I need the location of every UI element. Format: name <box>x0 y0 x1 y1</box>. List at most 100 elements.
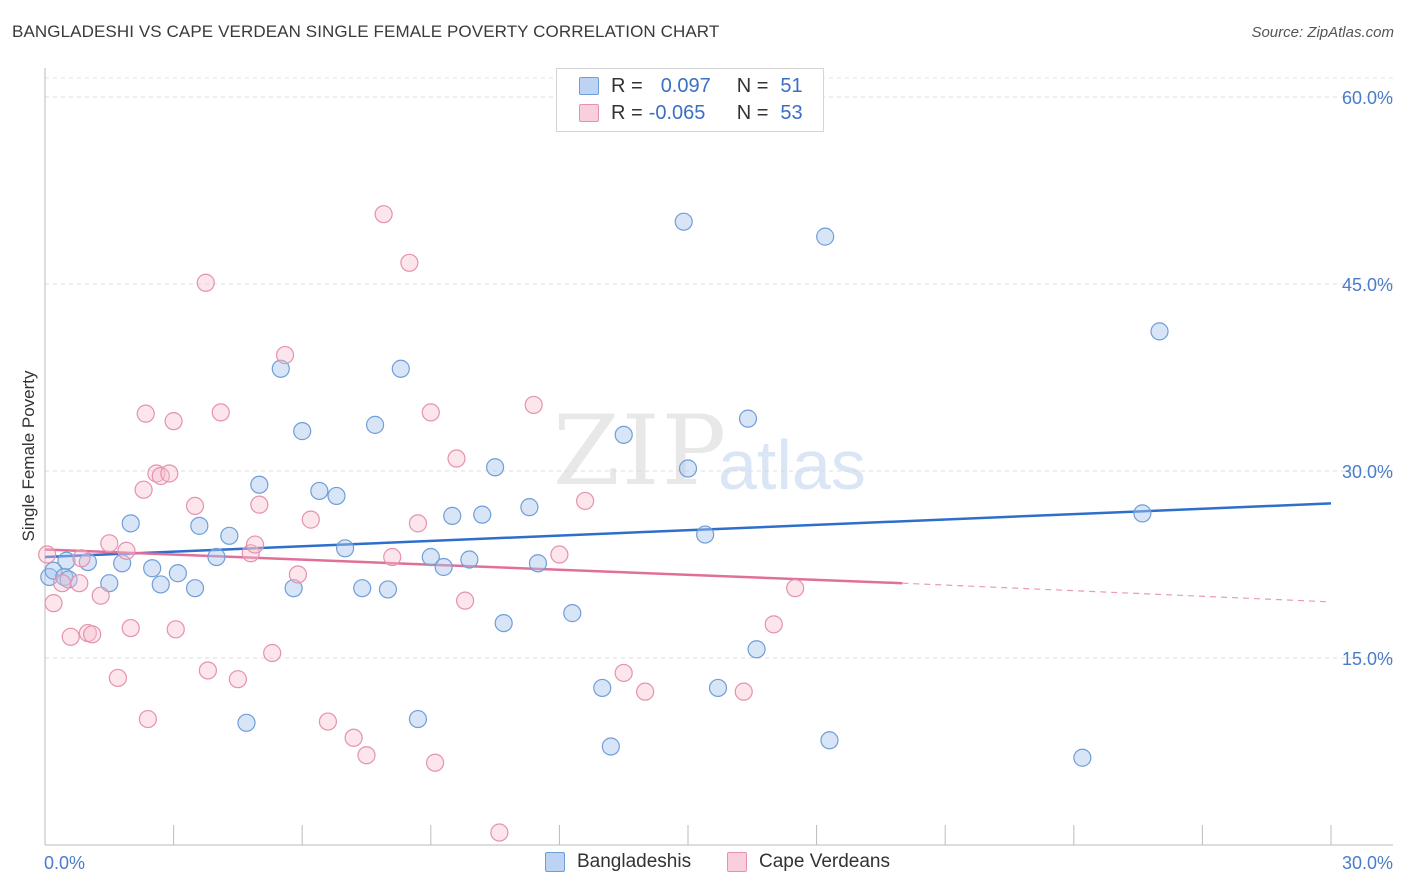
y-tick-label: 30.0% <box>1342 462 1393 482</box>
cape-verdean-point <box>72 549 91 568</box>
cape-verdean-point <box>38 545 57 564</box>
cape-verdean-point <box>425 753 445 772</box>
cape-verdean-point <box>576 491 595 511</box>
cape-verdean-point <box>100 534 119 553</box>
bangladeshi-trend-line <box>44 502 1332 559</box>
cape-verdean-point <box>53 574 72 593</box>
bangladeshi-point <box>365 415 385 434</box>
cape-verdean-point <box>636 682 655 701</box>
cape-verdean-point <box>160 464 179 483</box>
cape-verdean-point <box>734 682 753 701</box>
watermark-atlas: atlas <box>718 426 866 504</box>
y-tick-label: 60.0% <box>1342 88 1393 108</box>
cape-verdean-point <box>301 510 320 529</box>
bangladeshi-point <box>250 475 269 494</box>
cape-verdean-point <box>764 615 783 634</box>
source-label: Source: ZipAtlas.com <box>1251 24 1394 41</box>
legend-row-cape-verdeans: R = -0.065 N = 53 <box>579 100 803 126</box>
cape-verdean-point <box>61 627 80 646</box>
bangladeshi-point <box>460 550 479 569</box>
bangladeshi-point <box>143 559 162 578</box>
axes <box>44 68 1393 846</box>
bangladeshi-point <box>678 459 698 478</box>
cape-verdean-point <box>263 643 282 663</box>
cape-verdean-point <box>421 403 440 422</box>
legend-swatch-blue <box>579 77 599 95</box>
bangladeshi-point <box>185 579 205 598</box>
bangladeshi-point <box>747 640 766 659</box>
cape-verdean-point <box>288 565 308 584</box>
cape-verdean-point <box>524 395 543 415</box>
bangladeshi-point <box>121 514 140 533</box>
cape-verdean-point <box>614 663 633 683</box>
grid-lines <box>45 77 1393 659</box>
bangladeshi-point <box>57 551 76 570</box>
bangladeshi-point <box>601 737 620 756</box>
bangladeshi-point <box>674 212 693 231</box>
y-tick-label: 45.0% <box>1342 275 1393 295</box>
cape-verdean-point <box>250 495 269 514</box>
bangladeshi-point <box>151 575 170 594</box>
cape-verdean-point <box>241 544 260 563</box>
cape-verdean-point <box>134 480 153 499</box>
bangladeshi-point <box>708 678 728 698</box>
bangladeshi-point <box>44 561 63 580</box>
bangladeshi-point <box>378 580 398 599</box>
bangladeshi-point <box>1073 748 1092 767</box>
cape-verdean-point <box>228 670 247 689</box>
bangladeshi-point <box>434 557 453 577</box>
bangladeshi-point <box>335 539 355 558</box>
bangladeshi-point <box>816 227 835 246</box>
bangladeshi-point <box>310 481 329 501</box>
cape-verdean-point <box>357 746 376 765</box>
bangladeshi-point <box>190 516 209 535</box>
bangladeshi-point <box>820 731 839 750</box>
bangladeshi-point <box>293 422 312 441</box>
bottom-legend-swatch-blue <box>545 852 565 872</box>
bangladeshi-point <box>696 525 715 544</box>
cape-verdean-point <box>138 709 157 729</box>
cape-verdean-point <box>166 620 185 639</box>
legend-n-label: N = <box>736 101 769 124</box>
bangladeshi-point <box>237 713 256 732</box>
bottom-legend-label: Cape Verdeans <box>759 851 890 872</box>
bangladeshi-point <box>486 458 505 477</box>
tick-labels: 15.0% 30.0% 45.0% 60.0% 0.0% 30.0% Single Fema… <box>19 88 1393 873</box>
legend-row-bangladeshis: R = 0.097 N = 51 <box>579 73 803 99</box>
cape-verdean-point <box>400 253 419 272</box>
bangladeshi-point <box>391 359 410 378</box>
cape-verdean-point <box>383 547 402 567</box>
bangladeshi-point <box>100 574 119 593</box>
cape-verdean-point <box>455 591 475 610</box>
cape-verdean-point <box>117 541 136 560</box>
cape-verdean-point <box>108 668 127 688</box>
cape-verdean-point <box>550 545 569 564</box>
bangladeshi-point <box>614 425 633 444</box>
bangladeshi-point <box>271 359 290 378</box>
cape-verdean-point <box>185 496 205 516</box>
cape-verdean-point <box>196 273 215 292</box>
cape-verdean-point <box>70 574 89 593</box>
bangladeshi-point <box>168 564 187 583</box>
cape-verdean-point <box>83 625 102 644</box>
bangladeshi-point <box>1133 504 1152 523</box>
cape-verdean-point <box>121 618 140 638</box>
legend-r-value: -0.065 <box>648 101 706 124</box>
legend-n-value: 53 <box>780 101 803 124</box>
cape-verdean-point <box>318 712 338 731</box>
legend-r-value: 0.097 <box>660 74 711 97</box>
bangladeshi-point <box>408 709 428 729</box>
bangladeshi-point <box>473 505 492 524</box>
cape-verdean-point <box>164 412 183 431</box>
bottom-legend-bangladeshis: Bangladeshis <box>545 851 691 873</box>
bottom-legend-label: Bangladeshis <box>577 851 692 872</box>
bangladeshi-point <box>220 526 239 545</box>
y-axis-title: Single Female Poverty <box>19 370 38 542</box>
y-tick-label: 15.0% <box>1342 649 1393 669</box>
cape-verdean-point <box>490 823 509 842</box>
cape-verdean-point <box>786 579 805 598</box>
cape-verdean-point <box>198 661 217 680</box>
legend-r-label: R = <box>611 74 643 97</box>
bangladeshi-point <box>353 579 372 598</box>
